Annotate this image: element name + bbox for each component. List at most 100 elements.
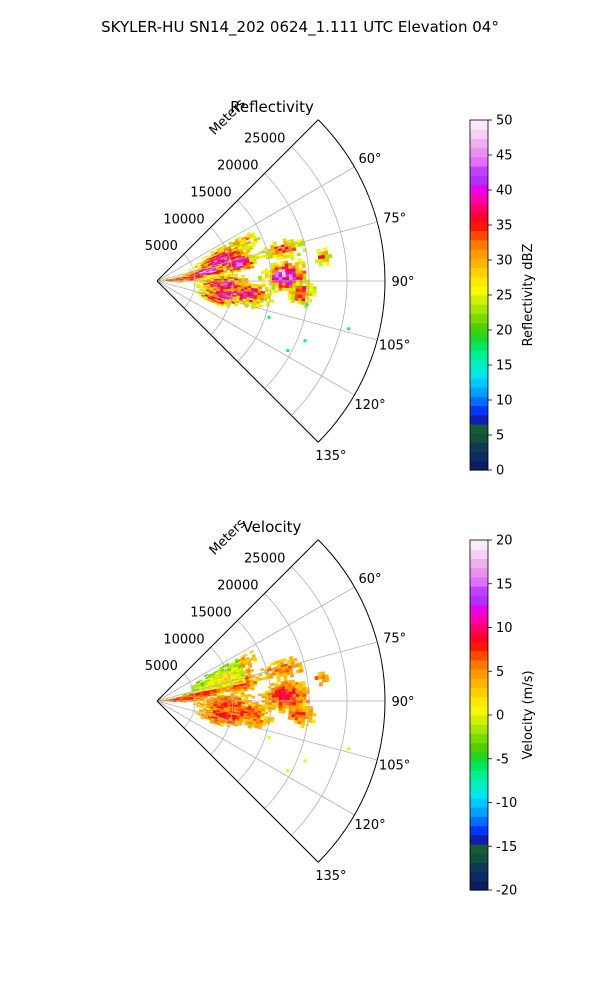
echo-cell [289, 696, 293, 701]
echo-cell [200, 699, 204, 701]
sector-edge [156, 280, 319, 443]
echo-cell [271, 704, 276, 708]
colorbar-swatch [470, 853, 488, 863]
echo-cell [288, 265, 293, 270]
echo-cell [264, 275, 269, 279]
colorbar-swatch [470, 313, 488, 324]
echo-cell [268, 272, 273, 276]
range-tick-label: 5000 [145, 239, 178, 254]
colorbar-swatch [470, 129, 488, 140]
echo-cell [298, 690, 303, 695]
echo-cell [299, 699, 304, 704]
echo-cell [271, 692, 276, 696]
echo-cell [300, 724, 305, 729]
echo-cell [278, 697, 283, 701]
echo-cell [289, 702, 293, 706]
echo-cell [253, 683, 258, 687]
echo-cell [299, 702, 304, 707]
colorbar-swatch [470, 540, 488, 550]
echo-cell [172, 281, 177, 283]
echo-cell [324, 250, 329, 256]
echo-cell [199, 705, 204, 708]
echo-cell [269, 299, 275, 303]
colorbar-swatch [470, 285, 488, 296]
echo-cell [289, 699, 293, 704]
echo-cell [226, 267, 231, 271]
polar-grid [156, 566, 385, 863]
echo-cell [203, 697, 208, 699]
colorbar-swatch [470, 659, 488, 670]
echo-cell [288, 691, 293, 695]
panel-title: Velocity [243, 518, 302, 536]
colorbar-swatch [470, 248, 488, 259]
echo-cell [236, 269, 242, 273]
echo-cell [275, 699, 280, 703]
echo-cell [292, 282, 297, 287]
echo-cell [261, 695, 266, 699]
colorbar-label: Velocity (m/s) [521, 670, 536, 759]
colorbar-tick-label: 40 [496, 184, 513, 199]
echo-cell [268, 704, 273, 708]
colorbar-swatch [470, 156, 488, 167]
echo-cell [302, 288, 307, 293]
echo-cell [203, 699, 208, 701]
echo-cell [203, 277, 208, 279]
echo-cell [253, 240, 259, 245]
echo-cell [298, 684, 303, 689]
echo-cell [275, 279, 280, 283]
colorbar-swatch [470, 567, 488, 578]
echo-cell [278, 279, 283, 284]
echo-cell [261, 284, 266, 288]
echo-cell [289, 276, 293, 281]
colorbar-swatch [470, 687, 488, 698]
echo-cell [176, 281, 181, 283]
echo-cell [219, 723, 224, 727]
echo-cell [302, 285, 307, 290]
echo-cell [249, 246, 254, 251]
echo-cell [275, 694, 280, 698]
colorbar-tick-label: 5 [496, 429, 504, 444]
echo-cell [269, 675, 274, 679]
echo-cell [278, 269, 283, 273]
echo-cell [237, 691, 242, 694]
colorbar-swatch [470, 166, 488, 176]
echo-cell [302, 276, 307, 281]
echo-cell [219, 303, 224, 307]
echo-cell [209, 721, 214, 725]
colorbar-tick-label: 0 [496, 464, 504, 479]
echo-cell [241, 665, 246, 669]
echo-cell [299, 693, 304, 698]
colorbar-swatch [470, 331, 488, 342]
echo-cell [318, 258, 323, 264]
sector-arc [317, 119, 386, 443]
echo-cell [292, 657, 298, 662]
echo-cell [298, 708, 303, 713]
echo-cell [321, 678, 327, 683]
echo-cell [294, 297, 299, 302]
colorbar-swatch [470, 212, 488, 222]
echo-cell [244, 698, 249, 701]
echo-cell [285, 691, 290, 695]
echo-cell [308, 718, 313, 723]
colorbar-swatch [470, 202, 488, 213]
echo-cell [264, 706, 269, 710]
colorbar-swatch [470, 120, 488, 130]
echo-cell [278, 689, 283, 693]
colorbar-swatch [470, 147, 488, 158]
azimuth-tick-label: 105° [379, 339, 410, 354]
echo-cell [213, 694, 218, 697]
echo-cell [182, 281, 187, 283]
azimuth-tick-label: 105° [379, 759, 410, 774]
echo-cell [274, 689, 279, 693]
colorbar-swatch [470, 460, 488, 471]
echo-cell [302, 687, 307, 692]
echo-cell [256, 236, 261, 241]
echo-cell [265, 700, 269, 703]
echo-cell [294, 264, 300, 269]
colorbar-tick-label: -5 [496, 752, 509, 767]
echo-cell [295, 693, 300, 698]
echo-cell [301, 260, 306, 265]
echo-cell [285, 285, 290, 289]
echo-cell [298, 288, 303, 293]
radar-echo-field [159, 649, 351, 773]
